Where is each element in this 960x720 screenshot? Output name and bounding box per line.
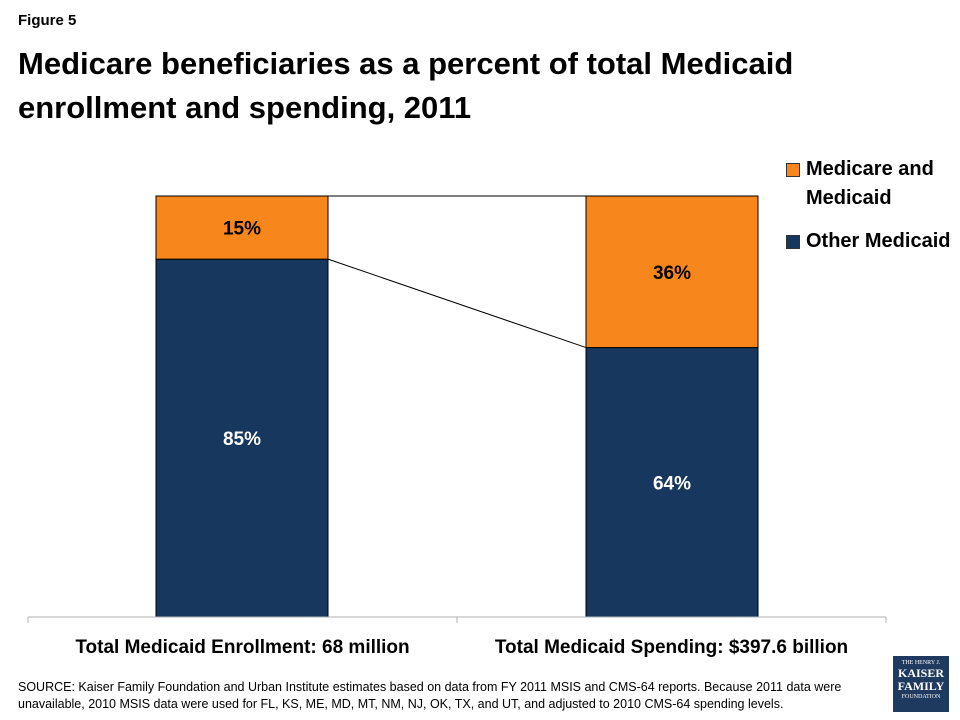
source-note: SOURCE: Kaiser Family Foundation and Urb… [18,680,842,711]
bar-other-medicaid-1 [585,347,759,618]
x-tick-label-0: Total Medicaid Enrollment: 68 million [75,637,409,658]
bar-other-medicaid-0 [155,258,329,618]
legend-label-other-medicaid: Other Medicaid [806,230,951,252]
logo-line-2: KAISER [897,666,944,680]
chart-title: Medicare beneficiaries as a percent of t… [18,46,794,125]
series-line-boundary [327,258,587,349]
bar-medicare-and-medicaid-1 [585,195,759,349]
legend-swatch-medicare-and-medicaid [786,163,800,177]
logo-line-3: FAMILY [897,679,945,693]
data-label-other-medicaid-1: 64% [653,473,691,494]
legend-item-medicare-and-medicaid: Medicare and Medicaid [786,155,956,213]
logo-line-4: FOUNDATION [901,694,941,700]
bar-medicare-and-medicaid-0 [155,195,329,260]
data-label-medicare-and-medicaid-0: 15% [223,219,261,240]
logo-line-1: THE HENRY J. [901,660,941,666]
legend-swatch-other-medicaid [786,235,800,249]
legend-label-medicare-and-medicaid: Medicare and Medicaid [806,158,934,209]
kff-logo: THE HENRY J. KAISER FAMILY FOUNDATION [893,656,949,712]
data-label-medicare-and-medicaid-1: 36% [653,263,691,284]
legend: Medicare and Medicaid Other Medicaid [786,155,956,270]
figure-label: Figure 5 [18,12,77,29]
x-tick-label-1: Total Medicaid Spending: $397.6 billion [495,637,848,658]
legend-item-other-medicaid: Other Medicaid [786,227,956,256]
data-label-other-medicaid-0: 85% [223,429,261,450]
